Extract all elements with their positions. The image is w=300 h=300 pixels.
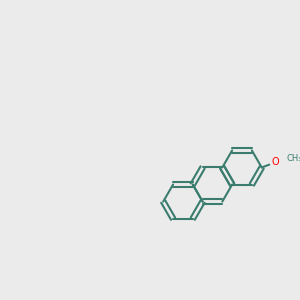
Text: CH₃: CH₃ — [286, 154, 300, 163]
Text: O: O — [272, 157, 280, 167]
